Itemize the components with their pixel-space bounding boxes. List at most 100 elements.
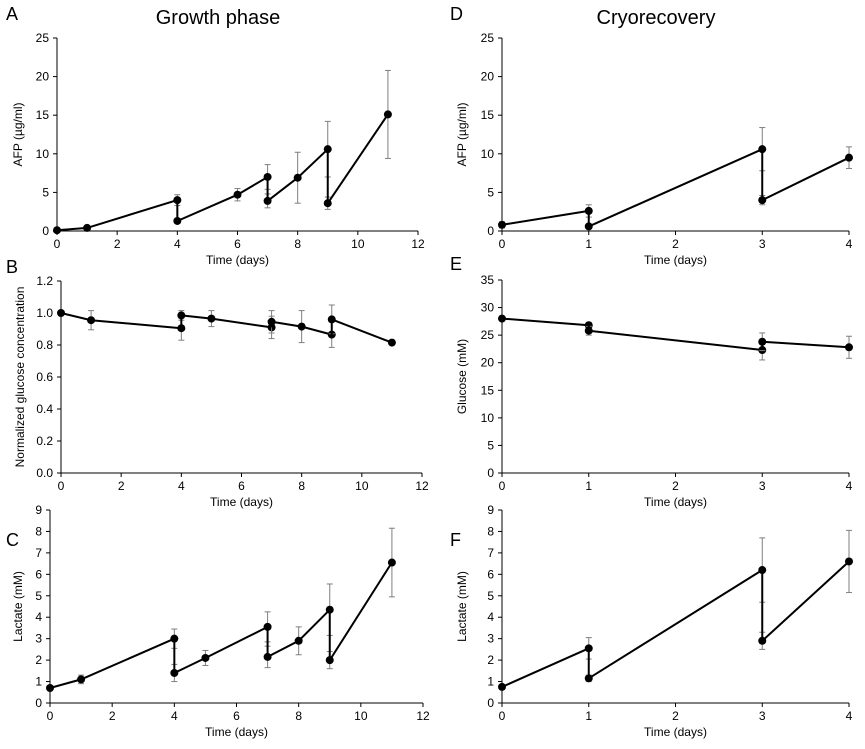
series-line-segment	[331, 318, 393, 344]
data-point	[498, 682, 506, 691]
series-line-segment	[60, 312, 182, 330]
series-line-segment	[761, 560, 850, 642]
x-tick-label: 12	[416, 709, 430, 723]
data-point	[201, 653, 210, 662]
y-tick-label: 8	[487, 524, 494, 538]
x-tick-label: 1	[585, 709, 592, 723]
panel-f: F 0 1 2 3 4 5 6 7 8 9 0 1 2 3 4 Time (days) Lactate (mM)	[450, 503, 853, 739]
y-tick-label: 3	[35, 632, 42, 646]
y-tick-label: 20	[481, 356, 495, 370]
x-tick-label: 0	[58, 479, 65, 493]
y-tick-label: 25	[481, 31, 495, 45]
panel-a: A 0 5 10 15 20 25 0 2 4 6 8 10 12 Time (days) AFP (µg/m…	[6, 4, 425, 267]
data-point	[83, 223, 92, 232]
series-line-segment	[501, 647, 590, 688]
x-tick-label: 6	[234, 237, 241, 251]
data-point	[323, 199, 332, 208]
y-tick-label: 15	[36, 108, 50, 122]
x-tick-label: 4	[174, 237, 181, 251]
x-tick-label: 2	[114, 237, 121, 251]
panel-b: B 0.0 0.2 0.4 0.6 0.8 1.0 1.2 0 2 4 6 8 10 12 Time (day…	[6, 257, 429, 509]
data-point	[207, 314, 216, 323]
y-axis-title: Lactate (mM)	[11, 571, 25, 642]
data-point	[170, 668, 179, 677]
data-point	[77, 675, 86, 684]
x-axis-title: Time (days)	[644, 495, 707, 509]
series-line-segment	[176, 176, 269, 222]
y-tick-label: 1	[487, 675, 494, 689]
panel-letter: C	[6, 530, 19, 550]
y-tick-label: 3	[487, 632, 494, 646]
column-title-left: Growth phase	[156, 7, 281, 29]
y-tick-label: 4	[487, 610, 494, 624]
series-line-segment	[328, 561, 393, 661]
x-tick-label: 3	[759, 237, 766, 251]
series-line-segment	[501, 317, 589, 327]
x-tick-label: 4	[846, 479, 853, 493]
y-tick-label: 2	[35, 653, 42, 667]
data-point	[584, 222, 593, 231]
x-tick-label: 0	[54, 237, 61, 251]
y-tick-label: 5	[42, 185, 49, 199]
y-tick-label: 10	[36, 147, 50, 161]
x-tick-label: 2	[672, 709, 679, 723]
data-point	[297, 322, 306, 331]
data-point	[758, 196, 767, 205]
y-tick-label: 1.0	[36, 306, 53, 320]
x-tick-label: 6	[238, 479, 245, 493]
panel-letter: E	[450, 254, 462, 274]
x-tick-label: 10	[355, 479, 369, 493]
y-tick-label: 2	[487, 653, 494, 667]
x-axis-title: Time (days)	[206, 253, 269, 267]
y-tick-label: 1.2	[36, 274, 53, 288]
data-point	[383, 110, 392, 119]
series-line-segment	[588, 329, 763, 351]
data-point	[263, 652, 272, 661]
x-tick-label: 2	[118, 479, 125, 493]
series-line-segment	[56, 199, 178, 232]
y-tick-label: 0.8	[36, 338, 53, 352]
data-point	[293, 173, 302, 182]
y-axis-title: AFP (µg/ml)	[455, 102, 469, 166]
y-tick-label: 0.4	[36, 402, 53, 416]
data-point	[233, 190, 242, 199]
data-point	[46, 683, 54, 692]
panel-letter: A	[6, 4, 18, 24]
y-tick-label: 9	[35, 503, 42, 517]
y-axis-title: AFP (µg/ml)	[11, 102, 25, 166]
x-axis-title: Time (days)	[210, 495, 273, 509]
panel-letter: B	[6, 257, 18, 277]
x-tick-label: 10	[354, 709, 368, 723]
data-point	[584, 326, 593, 335]
y-tick-label: 30	[481, 301, 495, 315]
y-tick-label: 5	[35, 589, 42, 603]
data-point	[758, 337, 767, 346]
series-line-segment	[326, 113, 389, 204]
y-tick-label: 6	[35, 567, 42, 581]
y-tick-label: 20	[36, 70, 50, 84]
x-tick-label: 0	[47, 709, 54, 723]
y-tick-label: 0	[42, 224, 49, 238]
y-tick-label: 0	[487, 224, 494, 238]
x-tick-label: 0	[499, 709, 506, 723]
y-tick-label: 8	[35, 524, 42, 538]
y-axis-title: Glucose (mM)	[455, 339, 469, 414]
panel-d: D 0 5 10 15 20 25 0 1 2 3 4 Time (days) AFP (µg/ml)	[450, 4, 853, 267]
y-tick-label: 0.0	[36, 466, 53, 480]
panel-e: E 0 5 10 15 20 25 30 35 0 1 2 3 4 Time (days) Glucose (…	[450, 254, 853, 509]
y-tick-label: 0	[487, 696, 494, 710]
series-line-segment	[761, 156, 850, 201]
series-line-segment	[181, 314, 272, 329]
y-tick-label: 15	[481, 108, 495, 122]
y-tick-label: 0	[35, 696, 42, 710]
x-axis-title: Time (days)	[644, 725, 707, 739]
panel-letter: D	[450, 4, 463, 24]
data-point	[498, 314, 506, 323]
x-tick-label: 1	[585, 479, 592, 493]
x-axis-title: Time (days)	[644, 253, 707, 267]
y-tick-label: 25	[481, 328, 495, 342]
x-tick-label: 3	[759, 479, 766, 493]
data-point	[387, 558, 396, 567]
y-tick-label: 15	[481, 383, 495, 397]
